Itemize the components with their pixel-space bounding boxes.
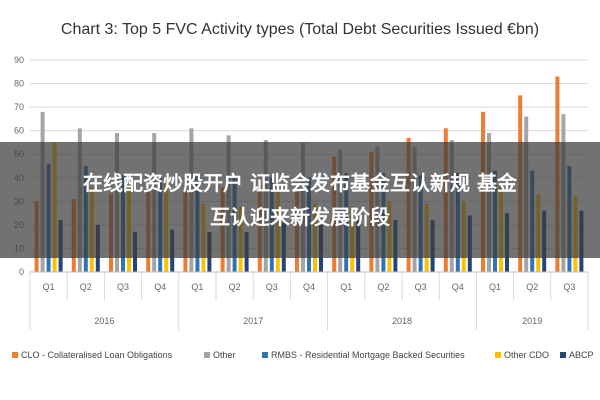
legend-label: Other	[213, 350, 236, 360]
legend-label: CLO - Collateralised Loan Obligations	[21, 350, 173, 360]
year-label: 2018	[392, 316, 412, 326]
x-tick-label: Q3	[117, 282, 129, 292]
y-tick-label: 60	[14, 126, 24, 136]
legend-swatch	[560, 352, 566, 358]
legend-swatch	[204, 352, 210, 358]
overlay-line-2: 互认迎来新发展阶段	[210, 205, 390, 229]
x-axis-ticks: Q1 Q2 Q3 Q4 Q1 Q2 Q3 Q4 Q1 Q2 Q3 Q4 Q1 Q2 Q3	[29, 271, 589, 300]
x-tick-label: Q3	[563, 282, 575, 292]
x-tick-label: Q4	[303, 282, 315, 292]
year-label: 2016	[94, 316, 114, 326]
x-tick-label: Q1	[489, 282, 501, 292]
year-labels: 2016 2017 2018 2019	[29, 300, 589, 330]
x-tick-label: Q3	[266, 282, 278, 292]
overlay-line-1: 在线配资炒股开户 证监会发布基金互认新规 基金	[83, 171, 517, 195]
x-tick-label: Q2	[80, 282, 92, 292]
legend-swatch	[262, 352, 268, 358]
x-tick-label: Q4	[154, 282, 166, 292]
year-label: 2019	[522, 316, 542, 326]
x-tick-label: Q1	[340, 282, 352, 292]
x-tick-label: Q1	[43, 282, 55, 292]
x-tick-label: Q2	[377, 282, 389, 292]
x-tick-label: Q2	[229, 282, 241, 292]
y-tick-label: 90	[14, 55, 24, 65]
legend-label: RMBS - Residential Mortgage Backed Secur…	[271, 350, 465, 360]
y-tick-label: 70	[14, 102, 24, 112]
year-label: 2017	[243, 316, 263, 326]
legend-label: Other CDO	[504, 350, 549, 360]
legend: CLO - Collateralised Loan Obligations Oth…	[12, 350, 594, 360]
chart-title: Chart 3: Top 5 FVC Activity types (Total…	[61, 21, 539, 38]
y-tick-label: 0	[19, 267, 24, 277]
overlay-banner: 在线配资炒股开户 证监会发布基金互认新规 基金 互认迎来新发展阶段	[0, 142, 600, 258]
legend-swatch	[12, 352, 18, 358]
x-tick-label: Q4	[452, 282, 464, 292]
x-tick-label: Q2	[526, 282, 538, 292]
y-tick-label: 80	[14, 79, 24, 89]
legend-label: ABCP	[569, 350, 594, 360]
legend-swatch	[495, 352, 501, 358]
x-tick-label: Q1	[191, 282, 203, 292]
x-tick-label: Q3	[415, 282, 427, 292]
